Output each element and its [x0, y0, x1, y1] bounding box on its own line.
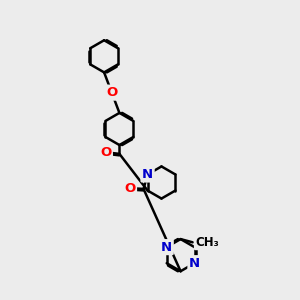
Text: CH₃: CH₃	[195, 236, 219, 249]
Text: O: O	[106, 86, 117, 99]
Text: N: N	[161, 241, 172, 254]
Text: O: O	[124, 182, 136, 195]
Text: O: O	[100, 146, 111, 159]
Text: N: N	[142, 168, 153, 181]
Text: N: N	[189, 257, 200, 270]
